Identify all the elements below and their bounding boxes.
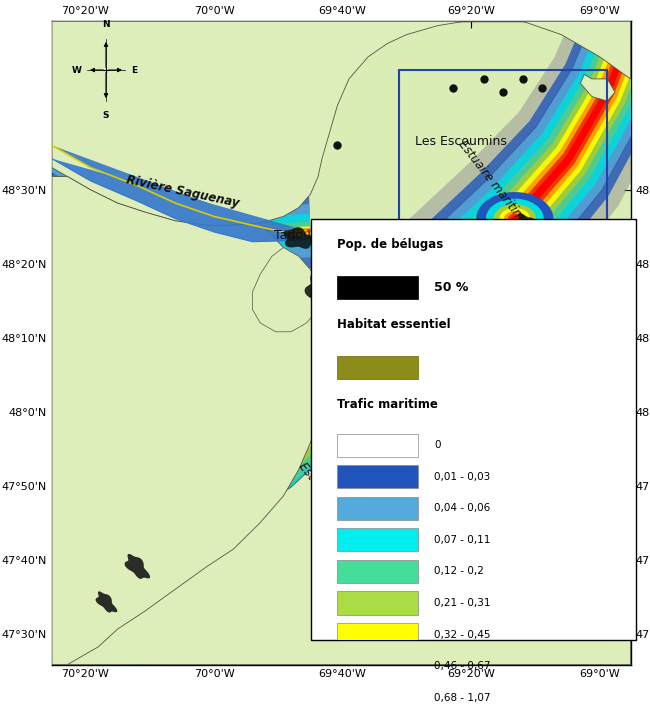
- Polygon shape: [49, 31, 649, 683]
- Text: 0,12 - 0,2: 0,12 - 0,2: [434, 566, 484, 576]
- Text: Habitat essentiel: Habitat essentiel: [337, 318, 450, 331]
- Polygon shape: [51, 144, 311, 233]
- Polygon shape: [444, 398, 488, 440]
- Text: N: N: [102, 21, 110, 29]
- Text: 0,07 - 0,11: 0,07 - 0,11: [434, 535, 491, 545]
- Bar: [337, 497, 418, 520]
- Text: 0,46 - 0,67: 0,46 - 0,67: [434, 661, 491, 671]
- Polygon shape: [60, 38, 636, 667]
- Text: E: E: [131, 66, 137, 74]
- Polygon shape: [499, 462, 532, 493]
- Polygon shape: [473, 227, 512, 266]
- Bar: [337, 686, 418, 707]
- Polygon shape: [528, 494, 557, 522]
- Polygon shape: [508, 214, 522, 223]
- Polygon shape: [511, 216, 519, 221]
- Bar: [337, 465, 418, 489]
- Text: Cacouna: Cacouna: [406, 323, 461, 336]
- Text: 0,32 - 0,45: 0,32 - 0,45: [434, 629, 491, 640]
- Polygon shape: [53, 34, 644, 677]
- Bar: [337, 276, 418, 299]
- Text: 0,04 - 0,06: 0,04 - 0,06: [434, 503, 491, 513]
- Text: 0: 0: [434, 440, 441, 450]
- Polygon shape: [493, 204, 536, 233]
- Polygon shape: [465, 21, 630, 79]
- Polygon shape: [63, 40, 632, 662]
- Polygon shape: [486, 199, 544, 239]
- Polygon shape: [499, 208, 530, 229]
- Polygon shape: [52, 146, 307, 242]
- Polygon shape: [504, 211, 526, 226]
- Polygon shape: [125, 554, 150, 579]
- Polygon shape: [25, 15, 650, 707]
- Polygon shape: [49, 139, 311, 241]
- Text: Estuaire moyen: Estuaire moyen: [296, 460, 363, 541]
- Text: 0,21 - 0,31: 0,21 - 0,31: [434, 598, 491, 608]
- Polygon shape: [38, 24, 650, 699]
- Polygon shape: [39, 25, 650, 698]
- Bar: [337, 560, 418, 583]
- Polygon shape: [52, 434, 630, 665]
- Polygon shape: [65, 42, 630, 659]
- Polygon shape: [46, 132, 311, 249]
- Polygon shape: [476, 192, 553, 245]
- Polygon shape: [52, 177, 337, 665]
- Polygon shape: [473, 427, 512, 466]
- Polygon shape: [420, 370, 457, 407]
- Bar: [337, 528, 418, 551]
- Text: Les Escoumins: Les Escoumins: [415, 134, 507, 148]
- Polygon shape: [33, 21, 650, 706]
- Text: Pop. de bélugas: Pop. de bélugas: [337, 238, 443, 251]
- Polygon shape: [51, 144, 311, 235]
- Text: Trafic maritime: Trafic maritime: [337, 398, 437, 411]
- Polygon shape: [283, 227, 317, 249]
- Polygon shape: [392, 344, 439, 389]
- Text: Tadoussac: Tadoussac: [274, 228, 339, 242]
- Bar: [399, 70, 607, 292]
- Polygon shape: [580, 74, 615, 101]
- Polygon shape: [436, 247, 472, 282]
- Bar: [337, 592, 418, 614]
- Polygon shape: [305, 274, 340, 309]
- Polygon shape: [515, 213, 547, 245]
- Polygon shape: [341, 289, 382, 328]
- Text: Estuaire maritime: Estuaire maritime: [456, 138, 531, 229]
- Polygon shape: [322, 259, 354, 288]
- Text: W: W: [72, 66, 81, 74]
- Text: 0,01 - 0,03: 0,01 - 0,03: [434, 472, 491, 482]
- Polygon shape: [96, 591, 117, 612]
- Polygon shape: [57, 37, 640, 672]
- Text: Trois-Pistoles: Trois-Pistoles: [452, 240, 532, 253]
- Polygon shape: [43, 124, 311, 258]
- Polygon shape: [365, 313, 411, 358]
- Text: Rivière Saguenay: Rivière Saguenay: [125, 174, 240, 211]
- Polygon shape: [322, 425, 580, 514]
- Text: S: S: [103, 111, 109, 120]
- Bar: [337, 623, 418, 646]
- Text: 50 %: 50 %: [434, 281, 469, 294]
- Bar: [337, 356, 418, 379]
- Polygon shape: [253, 247, 322, 332]
- Text: 0,68 - 1,07: 0,68 - 1,07: [434, 693, 491, 703]
- Text: Rivière-du-Loup: Rivière-du-Loup: [360, 360, 454, 373]
- Polygon shape: [44, 28, 650, 690]
- Polygon shape: [39, 115, 312, 269]
- Bar: [337, 433, 418, 457]
- Bar: [337, 655, 418, 678]
- Polygon shape: [51, 142, 311, 236]
- Polygon shape: [52, 21, 465, 226]
